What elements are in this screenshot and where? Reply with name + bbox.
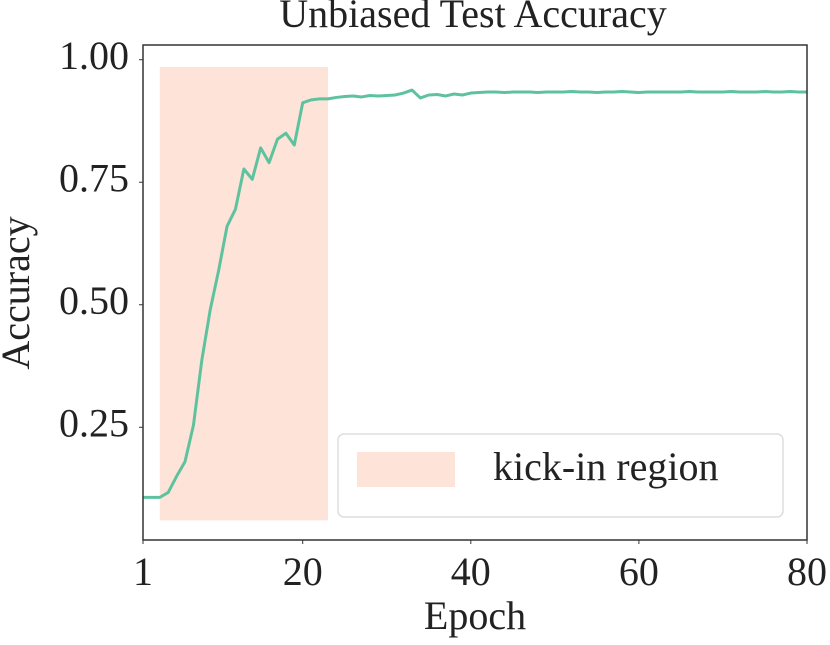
y-axis-label: Accuracy [0, 216, 38, 369]
region [159, 67, 328, 521]
x-tick-label: 80 [787, 549, 827, 594]
x-tick-label: 60 [619, 549, 659, 594]
x-tick-label: 20 [283, 549, 323, 594]
y-tick-label: 0.25 [59, 400, 129, 445]
chart-title: Unbiased Test Accuracy [279, 0, 666, 36]
y-tick-label: 0.50 [59, 278, 129, 323]
x-tick-label: 1 [133, 549, 153, 594]
y-tick-label: 0.75 [59, 155, 129, 200]
legend-swatch [357, 452, 455, 487]
x-tick-label: 40 [451, 549, 491, 594]
line [143, 88, 807, 499]
plot-frame [142, 44, 808, 541]
y-tick-label: 1.00 [59, 33, 129, 78]
legend-label: kick-in region [493, 444, 719, 489]
x-axis-label: Epoch [424, 593, 526, 638]
